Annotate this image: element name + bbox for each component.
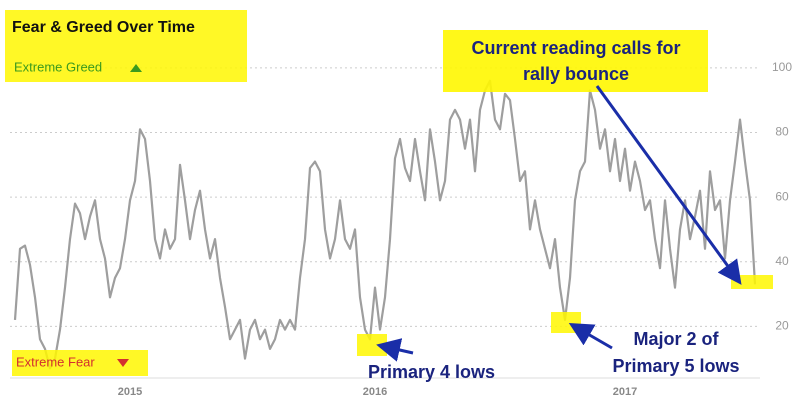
x-tick-label: 2017	[613, 386, 637, 398]
current-highlight	[443, 30, 708, 92]
chart-title: Fear & Greed Over Time	[12, 19, 195, 36]
x-tick-label: 2016	[363, 386, 387, 398]
down-triangle	[117, 359, 129, 367]
annotation: Primary 4 lows	[368, 362, 495, 382]
arrow	[376, 338, 414, 362]
x-tick-label: 2015	[118, 386, 142, 398]
y-tick-label: 60	[775, 189, 789, 203]
arrow	[568, 322, 613, 350]
low-highlight	[551, 312, 581, 333]
plot	[13, 79, 757, 370]
arrow	[595, 85, 742, 285]
y-tick-label: 80	[775, 125, 789, 139]
y-tick-label: 40	[775, 254, 789, 268]
y-tick-label: 100	[772, 60, 792, 74]
title-highlight	[5, 10, 247, 82]
extreme-fear-label: Extreme Fear	[16, 354, 95, 369]
line	[13, 79, 757, 370]
annotation: Major 2 of	[633, 329, 719, 349]
y-tick-label: 20	[775, 318, 789, 332]
annotation: rally bounce	[523, 64, 629, 84]
annotation: Current reading calls for	[471, 38, 680, 58]
extreme-greed-label: Extreme Greed	[14, 59, 102, 74]
up-triangle	[130, 64, 142, 72]
annotation: Primary 5 lows	[612, 356, 739, 376]
